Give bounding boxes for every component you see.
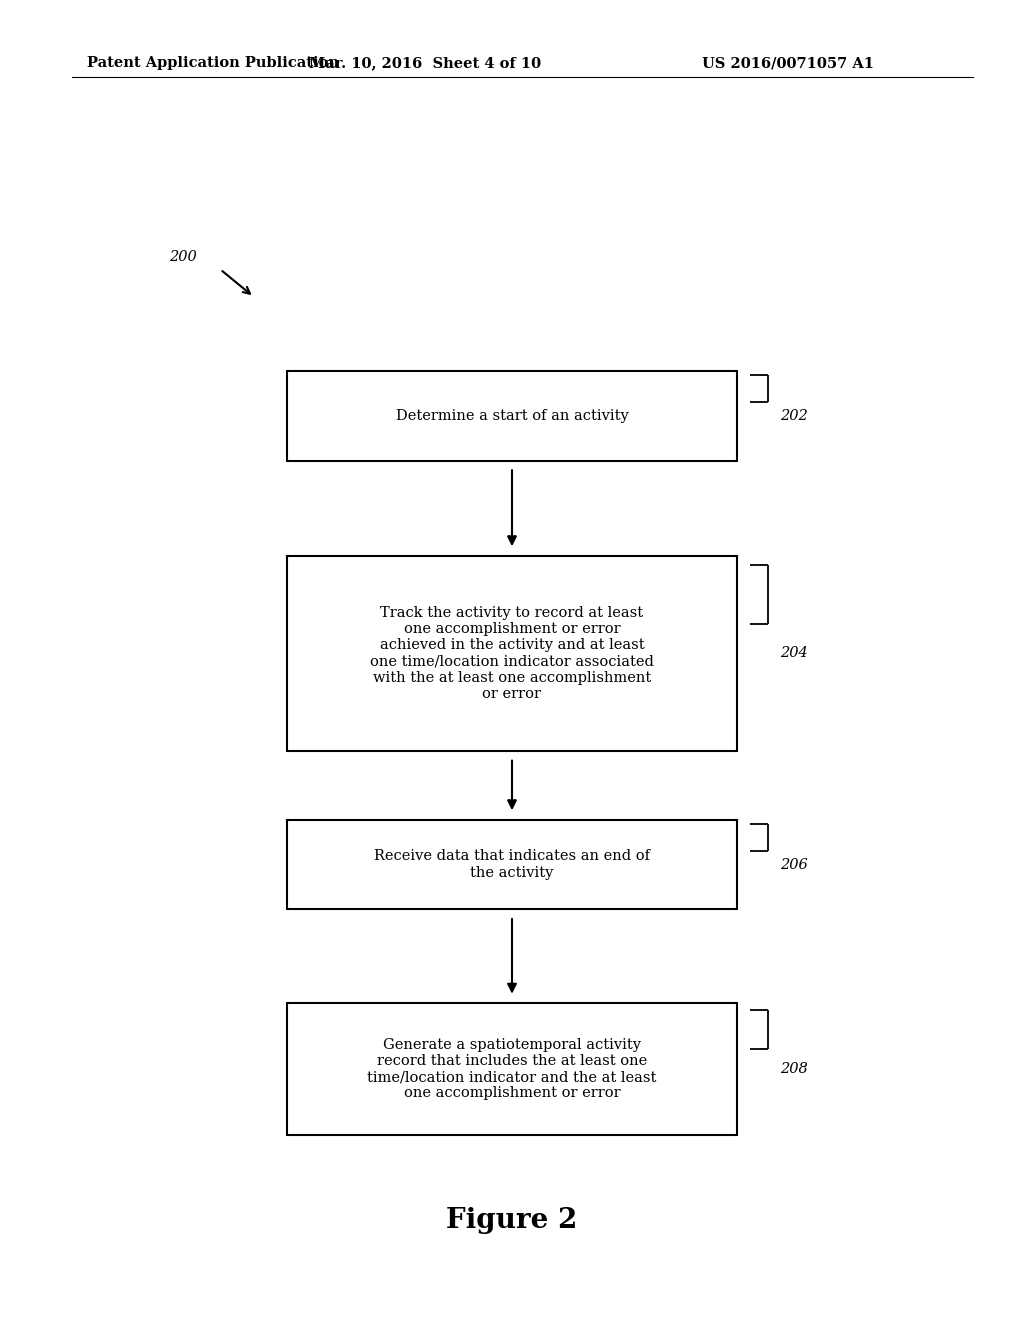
Text: Track the activity to record at least
one accomplishment or error
achieved in th: Track the activity to record at least on… [370, 606, 654, 701]
FancyBboxPatch shape [287, 1003, 737, 1135]
FancyBboxPatch shape [287, 556, 737, 751]
Text: Determine a start of an activity: Determine a start of an activity [395, 409, 629, 422]
Text: 204: 204 [780, 647, 808, 660]
Text: 206: 206 [780, 858, 808, 871]
Text: 202: 202 [780, 409, 808, 422]
Text: Figure 2: Figure 2 [446, 1208, 578, 1234]
Text: Mar. 10, 2016  Sheet 4 of 10: Mar. 10, 2016 Sheet 4 of 10 [309, 57, 541, 70]
Text: Receive data that indicates an end of
the activity: Receive data that indicates an end of th… [374, 850, 650, 879]
FancyBboxPatch shape [287, 371, 737, 461]
Text: Generate a spatiotemporal activity
record that includes the at least one
time/lo: Generate a spatiotemporal activity recor… [368, 1038, 656, 1101]
Text: US 2016/0071057 A1: US 2016/0071057 A1 [702, 57, 874, 70]
Text: 208: 208 [780, 1063, 808, 1076]
Text: 200: 200 [169, 251, 197, 264]
FancyBboxPatch shape [287, 820, 737, 909]
Text: Patent Application Publication: Patent Application Publication [87, 57, 339, 70]
